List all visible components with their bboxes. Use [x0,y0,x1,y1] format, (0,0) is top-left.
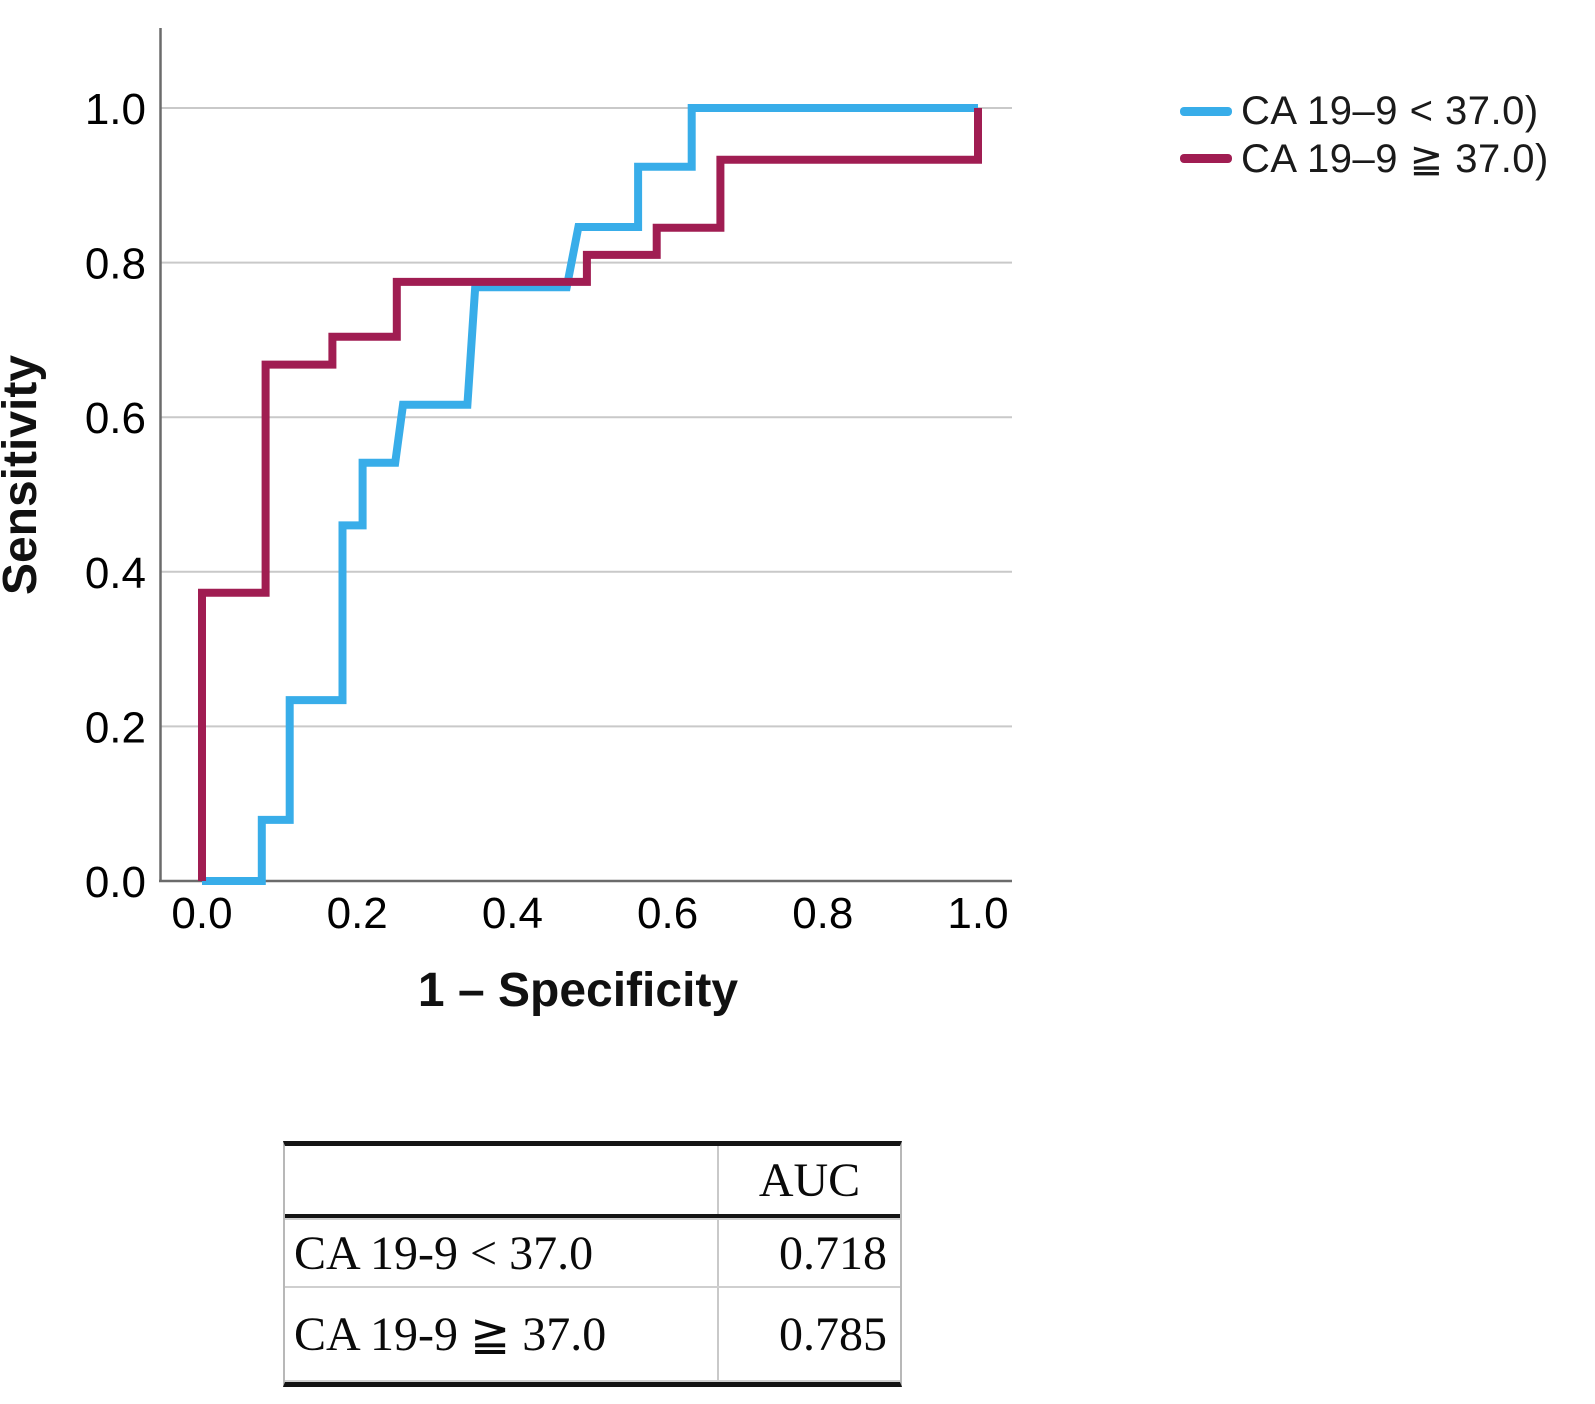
row-label: CA 19-9 ≧ 37.0 [294,1308,607,1361]
legend-swatch-blue-icon [1180,107,1232,116]
roc-curve-2 [198,108,982,881]
roc-curve-1 [202,104,978,885]
auc-table: AUC CA 19-9 < 37.0 0.718 CA 19-9 ≧ 37.0 … [283,1141,902,1387]
y-tick-label: 0.4 [85,549,146,598]
legend-item: CA 19–9 ≧ 37.0) [1180,135,1549,182]
tick-labels: 0.0 0.2 0.4 0.6 0.8 1.0 0.0 0.2 0.4 0.6 0.8 1.0 [85,85,1009,938]
legend-label: CA 19–9 ≧ 37.0) [1241,136,1549,181]
table-row: CA 19-9 ≧ 37.0 0.785 [285,1288,900,1382]
chart-legend: CA 19–9 < 37.0) CA 19–9 ≧ 37.0) [1180,88,1549,182]
roc-curves [198,104,982,885]
roc-chart: 0.0 0.2 0.4 0.6 0.8 1.0 0.0 0.2 0.4 0.6 0.8 1.0 Sen… [0,28,1012,1017]
row-auc-value: 0.785 [717,1288,900,1380]
y-tick-label: 0.2 [85,703,146,752]
table-header-auc: AUC [717,1146,900,1214]
y-tick-label: 0.6 [85,394,146,443]
x-tick-label: 0.0 [171,889,232,938]
y-tick-label: 0.0 [85,858,146,907]
x-tick-label: 0.6 [637,889,698,938]
x-tick-label: 1.0 [947,889,1008,938]
gridlines [160,107,1012,728]
x-tick-label: 0.2 [327,889,388,938]
table-header-empty [285,1146,717,1214]
x-tick-label: 0.8 [792,889,853,938]
axes [159,28,1012,883]
table-header-row: AUC [285,1146,900,1218]
x-axis-title: 1 – Specificity [418,964,738,1017]
row-auc-value: 0.718 [717,1220,900,1286]
legend-label: CA 19–9 < 37.0) [1241,89,1539,133]
y-tick-label: 1.0 [85,85,146,134]
legend-swatch-maroon-icon [1180,154,1232,163]
table-row: CA 19-9 < 37.0 0.718 [285,1218,900,1288]
y-axis-title: Sensitivity [0,355,47,595]
row-label: CA 19-9 < 37.0 [294,1226,594,1280]
y-tick-label: 0.8 [85,240,146,289]
x-tick-label: 0.4 [482,889,543,938]
legend-item: CA 19–9 < 37.0) [1180,88,1549,135]
